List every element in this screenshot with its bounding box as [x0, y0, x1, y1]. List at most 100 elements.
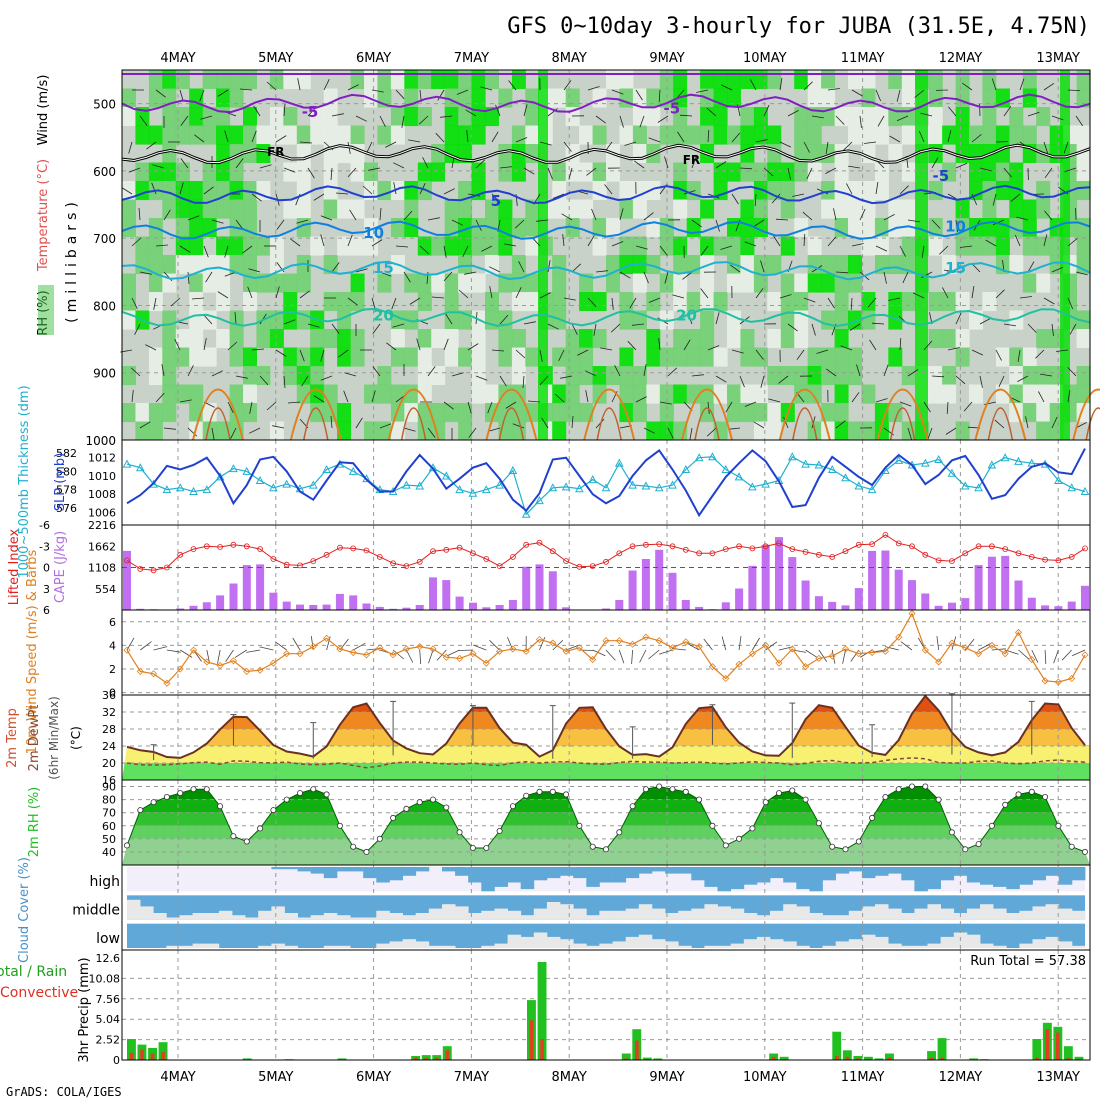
cape-bar [335, 593, 344, 610]
rh-cell [1036, 421, 1051, 441]
wind-barb [514, 219, 525, 229]
rh-point [962, 846, 969, 853]
rh-cell [162, 199, 177, 219]
rh-cell [404, 199, 419, 219]
wind-barb [753, 421, 765, 429]
wind-barb [805, 649, 818, 658]
thickness-point [734, 472, 744, 481]
li-point [456, 544, 463, 551]
rh-cell [592, 329, 607, 349]
wind-speed-point [216, 661, 224, 670]
rh-cell [283, 347, 298, 367]
wind-speed-point [323, 634, 331, 642]
temp-band [122, 763, 1090, 780]
rh-cell [148, 347, 163, 367]
cloud-cell [218, 910, 233, 920]
rh-cell [175, 218, 190, 238]
li-point [776, 540, 782, 547]
wind-barb [379, 115, 386, 127]
rh-cell [216, 107, 231, 127]
rh-cell [713, 236, 728, 256]
wind-barb [379, 271, 392, 277]
wind-barb [825, 141, 829, 154]
date-label-top: 7MAY [454, 51, 489, 66]
cape-bar [322, 604, 331, 610]
wind-barb [948, 106, 957, 117]
wind-barb [379, 423, 392, 429]
rh-cell [337, 292, 352, 312]
thickness-point [588, 475, 598, 484]
cloud-cell [638, 904, 653, 920]
precip-convective-bar [635, 1040, 639, 1060]
rh-cell [404, 347, 419, 367]
wind-barb [1003, 105, 1012, 117]
rh-point [150, 799, 157, 806]
rh-cell [471, 162, 486, 182]
wind-barb [802, 211, 813, 221]
wind-barb [827, 297, 835, 309]
rh-cell [148, 236, 163, 256]
rh-cell [404, 70, 419, 90]
li-point [1082, 545, 1088, 552]
wind-barb [560, 375, 573, 379]
rh-cell [753, 162, 768, 182]
contour-label: -5 [302, 103, 319, 121]
wind-barb [686, 642, 700, 651]
wind-speed-point [708, 663, 717, 671]
rh-cell [861, 88, 876, 108]
thickness-point [455, 485, 464, 494]
wind-barb [563, 297, 576, 301]
wind-barb [803, 297, 816, 303]
wind-speed-point [1041, 677, 1049, 685]
wind-speed-point [815, 654, 823, 662]
cape-bar [296, 604, 304, 610]
precip-convective-bar [771, 1056, 776, 1060]
li-point [150, 567, 157, 574]
rh-cell [632, 88, 647, 108]
wind-barb [875, 89, 882, 102]
isotherm-25 [974, 388, 1027, 441]
rh-cell [283, 107, 298, 127]
rh-cell [606, 273, 620, 293]
wind-barb [635, 396, 647, 403]
wind-barb [619, 208, 624, 221]
rh-cell [511, 125, 526, 145]
rh-cell [216, 162, 231, 182]
contour-label: 15 [373, 259, 394, 277]
precip-total-bar [853, 1056, 863, 1060]
wind-barb [234, 311, 237, 325]
rh-cell [229, 162, 244, 182]
thickness-line [126, 455, 1086, 516]
cloud-cell [402, 867, 417, 876]
rh-cell [189, 273, 204, 293]
rh-cell [390, 384, 405, 404]
rh-cell [511, 403, 526, 423]
precip-convective-bar [845, 1056, 850, 1060]
wind-barb [1067, 89, 1081, 91]
contour-label: -5 [664, 100, 681, 118]
li-point [669, 543, 676, 550]
wind-barb [347, 84, 359, 91]
wind-barb [849, 323, 861, 331]
wind-barb [121, 187, 133, 195]
rh-cell [579, 125, 594, 145]
temp-tick: 24 [102, 740, 116, 753]
li-point [496, 563, 503, 569]
thickness-point [202, 485, 212, 494]
cloud-cell [612, 941, 627, 948]
wind-barb [614, 365, 621, 377]
wind-barb [272, 425, 285, 429]
date-label-bottom: 10MAY [743, 1070, 787, 1085]
precip-total-bar [1032, 1039, 1042, 1060]
wind-speed-point [429, 645, 437, 653]
rh-cell [444, 107, 459, 127]
thickness-point [867, 485, 877, 494]
thickness-point [721, 464, 731, 474]
rh-cell [444, 310, 459, 330]
precip-convective-bar [434, 1057, 439, 1060]
rh-cell [471, 218, 486, 238]
li-point [656, 541, 663, 547]
wind-barb [624, 141, 637, 146]
rh-cell [511, 218, 526, 238]
rh-cell [390, 125, 405, 145]
